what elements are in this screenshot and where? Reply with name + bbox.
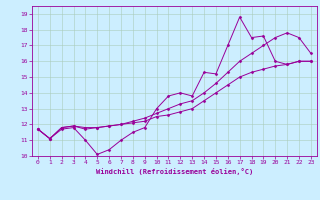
X-axis label: Windchill (Refroidissement éolien,°C): Windchill (Refroidissement éolien,°C): [96, 168, 253, 175]
